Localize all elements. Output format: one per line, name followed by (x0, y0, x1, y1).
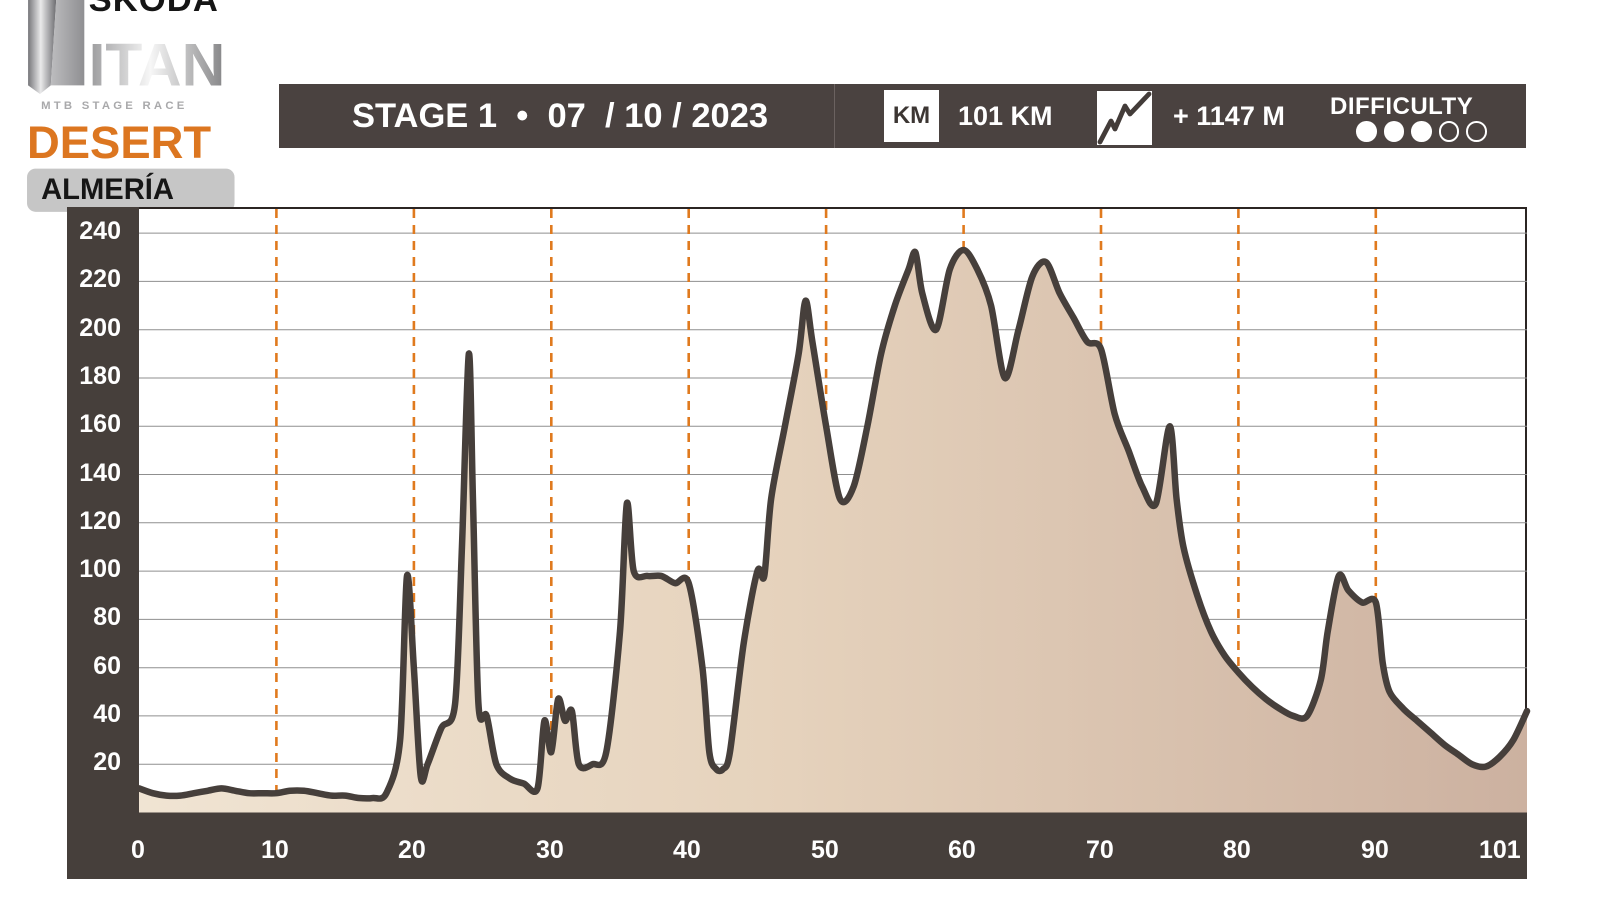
svg-text:ITAN: ITAN (89, 30, 226, 98)
svg-text:SKODA: SKODA (89, 0, 219, 19)
svg-text:DESERT: DESERT (27, 117, 211, 168)
svg-text:ALMERÍA: ALMERÍA (41, 172, 174, 206)
svg-text:MTB STAGE RACE: MTB STAGE RACE (41, 100, 188, 112)
